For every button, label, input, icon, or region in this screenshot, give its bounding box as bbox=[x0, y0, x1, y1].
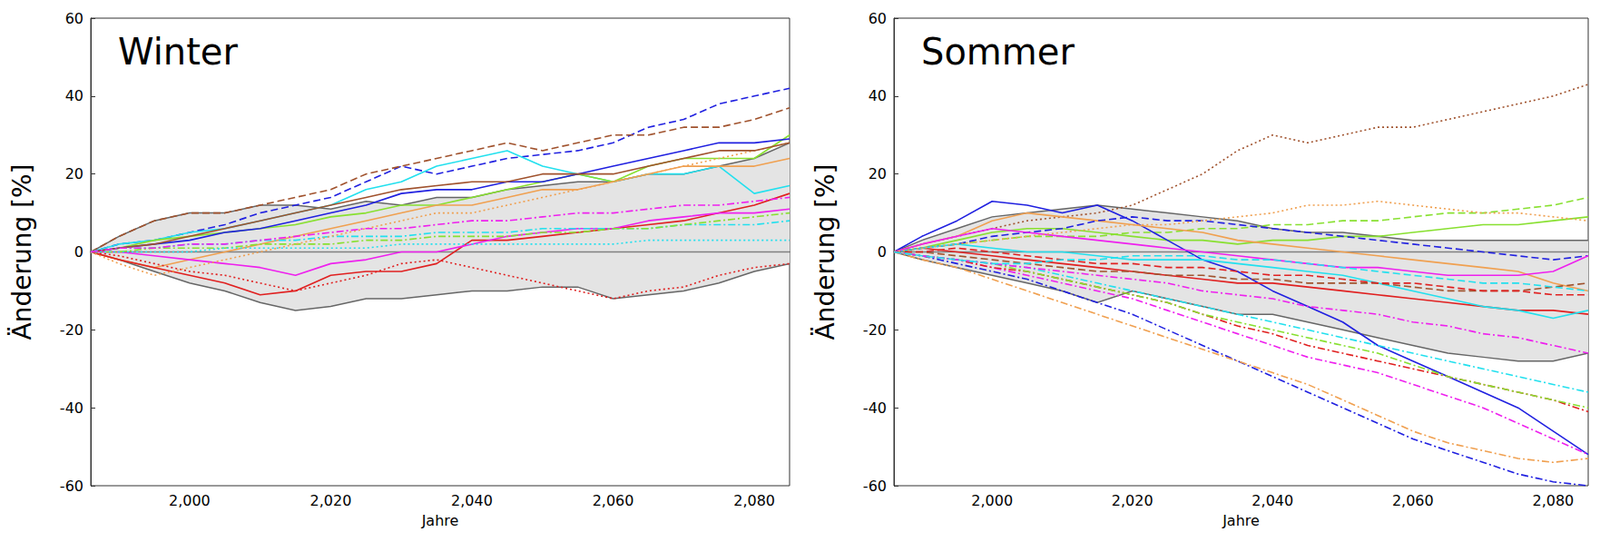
svg-text:Sommer: Sommer bbox=[921, 30, 1075, 73]
svg-text:0: 0 bbox=[74, 243, 84, 261]
svg-text:Jahre: Jahre bbox=[421, 511, 460, 530]
svg-text:2,000: 2,000 bbox=[971, 491, 1013, 510]
svg-text:2,040: 2,040 bbox=[1251, 491, 1294, 510]
svg-text:0: 0 bbox=[877, 243, 887, 261]
svg-text:40: 40 bbox=[65, 87, 84, 105]
svg-text:2,020: 2,020 bbox=[310, 491, 353, 510]
svg-text:20: 20 bbox=[868, 165, 887, 183]
svg-text:20: 20 bbox=[65, 165, 84, 183]
svg-text:2,020: 2,020 bbox=[1111, 491, 1154, 510]
svg-text:2,060: 2,060 bbox=[592, 491, 635, 510]
svg-text:-40: -40 bbox=[59, 399, 84, 417]
svg-text:60: 60 bbox=[868, 9, 887, 28]
svg-text:-60: -60 bbox=[863, 477, 887, 495]
svg-text:-40: -40 bbox=[863, 399, 887, 417]
svg-text:-20: -20 bbox=[863, 321, 887, 339]
svg-text:Jahre: Jahre bbox=[1221, 511, 1260, 530]
svg-text:Winter: Winter bbox=[117, 30, 238, 73]
svg-text:-20: -20 bbox=[59, 321, 84, 339]
svg-text:60: 60 bbox=[65, 9, 84, 28]
svg-text:2,080: 2,080 bbox=[1531, 491, 1574, 510]
svg-text:40: 40 bbox=[868, 87, 887, 105]
svg-text:2,040: 2,040 bbox=[451, 491, 493, 510]
svg-text:2,080: 2,080 bbox=[733, 491, 776, 510]
svg-text:-60: -60 bbox=[59, 477, 84, 495]
svg-text:Änderung [%]: Änderung [%] bbox=[7, 163, 38, 340]
svg-text:2,060: 2,060 bbox=[1392, 491, 1434, 510]
svg-text:Änderung [%]: Änderung [%] bbox=[810, 163, 841, 340]
svg-text:2,000: 2,000 bbox=[168, 491, 211, 510]
